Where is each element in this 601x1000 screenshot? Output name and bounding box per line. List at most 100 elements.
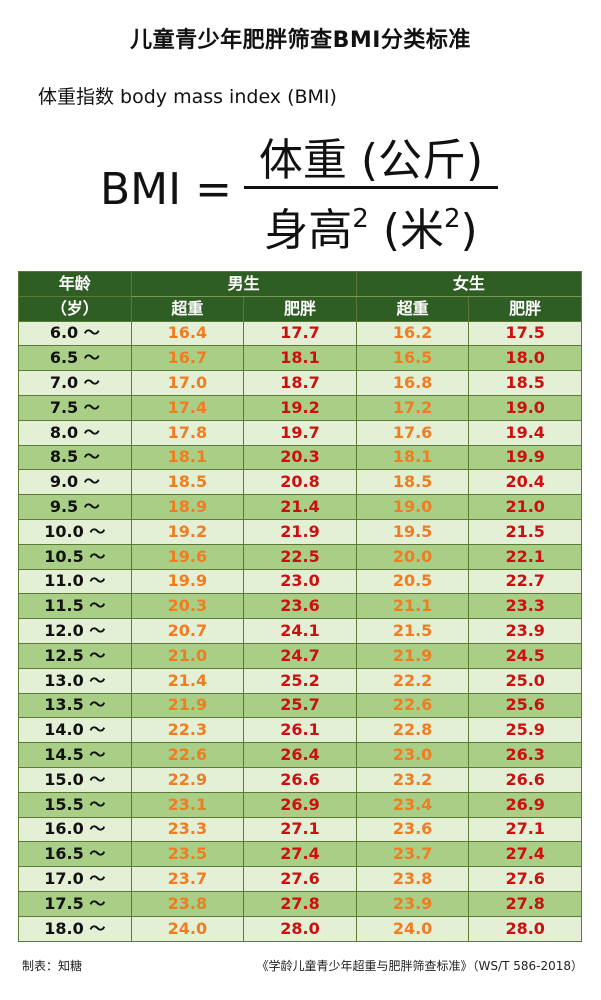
male-overweight-cell: 21.4 [130, 667, 245, 694]
female-overweight-cell: 17.6 [355, 419, 470, 446]
male-obese-cell: 18.1 [243, 345, 357, 372]
male-obese-cell: 17.7 [243, 320, 357, 347]
female-obese-header: 肥胖 [468, 295, 582, 322]
male-obese-cell: 26.9 [243, 791, 357, 818]
female-obese-cell: 26.3 [468, 742, 582, 768]
age-cell: 8.5 ～ [18, 444, 132, 471]
male-overweight-cell: 20.7 [130, 618, 245, 644]
table-row: 6.0 ～ 16.4 17.7 16.2 17.5 [18, 320, 582, 347]
male-obese-cell: 25.7 [243, 692, 357, 719]
male-overweight-cell: 23.1 [130, 791, 245, 818]
female-obese-cell: 26.6 [468, 766, 582, 793]
age-cell: 9.5 ～ [18, 494, 132, 520]
female-obese-cell: 17.5 [468, 320, 582, 347]
age-header-line2: （岁） [18, 295, 132, 322]
male-overweight-cell: 23.3 [130, 816, 245, 843]
male-obese-cell: 26.1 [243, 717, 357, 744]
table-row: 8.0 ～ 17.8 19.7 17.6 19.4 [18, 419, 582, 446]
male-overweight-cell: 21.0 [130, 642, 245, 669]
female-overweight-cell: 23.4 [355, 791, 470, 818]
male-overweight-cell: 23.8 [130, 890, 245, 917]
female-overweight-cell: 22.6 [355, 692, 470, 719]
male-obese-header: 肥胖 [243, 295, 357, 322]
age-header-line1: 年龄 [18, 271, 132, 297]
female-obese-cell: 23.9 [468, 618, 582, 644]
female-obese-cell: 19.9 [468, 444, 582, 471]
age-cell: 15.0 ～ [18, 766, 132, 793]
female-obese-cell: 18.0 [468, 345, 582, 372]
male-obese-cell: 20.3 [243, 444, 357, 471]
male-overweight-cell: 20.3 [130, 593, 245, 620]
female-overweight-cell: 21.1 [355, 593, 470, 620]
female-overweight-cell: 16.2 [355, 320, 470, 347]
denominator-main: 身高 [264, 205, 353, 256]
female-obese-cell: 26.9 [468, 791, 582, 818]
male-overweight-cell: 16.4 [130, 320, 245, 347]
age-cell: 11.5 ～ [18, 593, 132, 620]
female-obese-cell: 25.0 [468, 667, 582, 694]
age-cell: 9.0 ～ [18, 469, 132, 496]
age-cell: 7.5 ～ [18, 394, 132, 421]
table-row: 9.5 ～ 18.9 21.4 19.0 21.0 [18, 494, 582, 520]
female-obese-cell: 28.0 [468, 915, 582, 942]
female-overweight-cell: 21.9 [355, 642, 470, 669]
age-cell: 13.5 ～ [18, 692, 132, 719]
male-obese-cell: 26.6 [243, 766, 357, 793]
female-obese-cell: 27.6 [468, 866, 582, 892]
table-row: 9.0 ～ 18.5 20.8 18.5 20.4 [18, 469, 582, 496]
female-header: 女生 [355, 271, 583, 297]
female-overweight-cell: 23.7 [355, 841, 470, 868]
table-row: 17.5 ～ 23.8 27.8 23.9 27.8 [18, 890, 582, 917]
female-overweight-cell: 23.9 [355, 890, 470, 917]
table-row: 10.0 ～ 19.2 21.9 19.5 21.5 [18, 518, 582, 545]
female-overweight-cell: 22.8 [355, 717, 470, 744]
footer-credit: 制表：知糖 [22, 959, 83, 973]
table-row: 14.5 ～ 22.6 26.4 23.0 26.3 [18, 742, 582, 768]
male-overweight-cell: 23.7 [130, 866, 245, 892]
male-overweight-cell: 18.5 [130, 469, 245, 496]
female-obese-cell: 19.0 [468, 394, 582, 421]
age-cell: 17.0 ～ [18, 866, 132, 892]
table-row: 6.5 ～ 16.7 18.1 16.5 18.0 [18, 345, 582, 372]
female-overweight-cell: 23.6 [355, 816, 470, 843]
denominator-sup: 2 [352, 204, 369, 234]
table-row: 8.5 ～ 18.1 20.3 18.1 19.9 [18, 444, 582, 471]
table-row: 7.5 ～ 17.4 19.2 17.2 19.0 [18, 394, 582, 421]
male-obese-cell: 24.7 [243, 642, 357, 669]
age-cell: 17.5 ～ [18, 890, 132, 917]
female-overweight-cell: 23.2 [355, 766, 470, 793]
age-cell: 15.5 ～ [18, 791, 132, 818]
table-row: 15.5 ～ 23.1 26.9 23.4 26.9 [18, 791, 582, 818]
female-obese-cell: 24.5 [468, 642, 582, 669]
male-obese-cell: 19.7 [243, 419, 357, 446]
male-overweight-cell: 18.9 [130, 494, 245, 520]
male-overweight-cell: 17.4 [130, 394, 245, 421]
male-overweight-cell: 22.6 [130, 742, 245, 768]
age-cell: 12.5 ～ [18, 642, 132, 669]
female-obese-cell: 19.4 [468, 419, 582, 446]
male-obese-cell: 27.1 [243, 816, 357, 843]
male-obese-cell: 18.7 [243, 370, 357, 396]
male-obese-cell: 22.5 [243, 543, 357, 570]
male-overweight-cell: 22.3 [130, 717, 245, 744]
denominator-unit: (米 [368, 205, 444, 256]
table-row: 7.0 ～ 17.0 18.7 16.8 18.5 [18, 370, 582, 396]
female-overweight-cell: 20.0 [355, 543, 470, 570]
subtitle: 体重指数 body mass index (BMI) [38, 86, 337, 108]
table-row: 10.5 ～ 19.6 22.5 20.0 22.1 [18, 543, 582, 570]
age-cell: 6.0 ～ [18, 320, 132, 347]
male-obese-cell: 19.2 [243, 394, 357, 421]
male-obese-cell: 23.0 [243, 568, 357, 595]
male-overweight-cell: 17.0 [130, 370, 245, 396]
table-row: 15.0 ～ 22.9 26.6 23.2 26.6 [18, 766, 582, 793]
male-obese-cell: 21.4 [243, 494, 357, 520]
female-obese-cell: 18.5 [468, 370, 582, 396]
page-title: 儿童青少年肥胖筛查BMI分类标准 [130, 28, 471, 53]
bmi-table: 年龄 男生 女生 （岁） 超重 肥胖 超重 肥胖 6.0 ～ 16.4 17.7 16… [18, 271, 583, 942]
table-row: 16.0 ～ 23.3 27.1 23.6 27.1 [18, 816, 582, 843]
table-row: 13.0 ～ 21.4 25.2 22.2 25.0 [18, 667, 582, 694]
male-overweight-cell: 16.7 [130, 345, 245, 372]
table-row: 13.5 ～ 21.9 25.7 22.6 25.6 [18, 692, 582, 719]
male-obese-cell: 24.1 [243, 618, 357, 644]
male-overweight-cell: 17.8 [130, 419, 245, 446]
